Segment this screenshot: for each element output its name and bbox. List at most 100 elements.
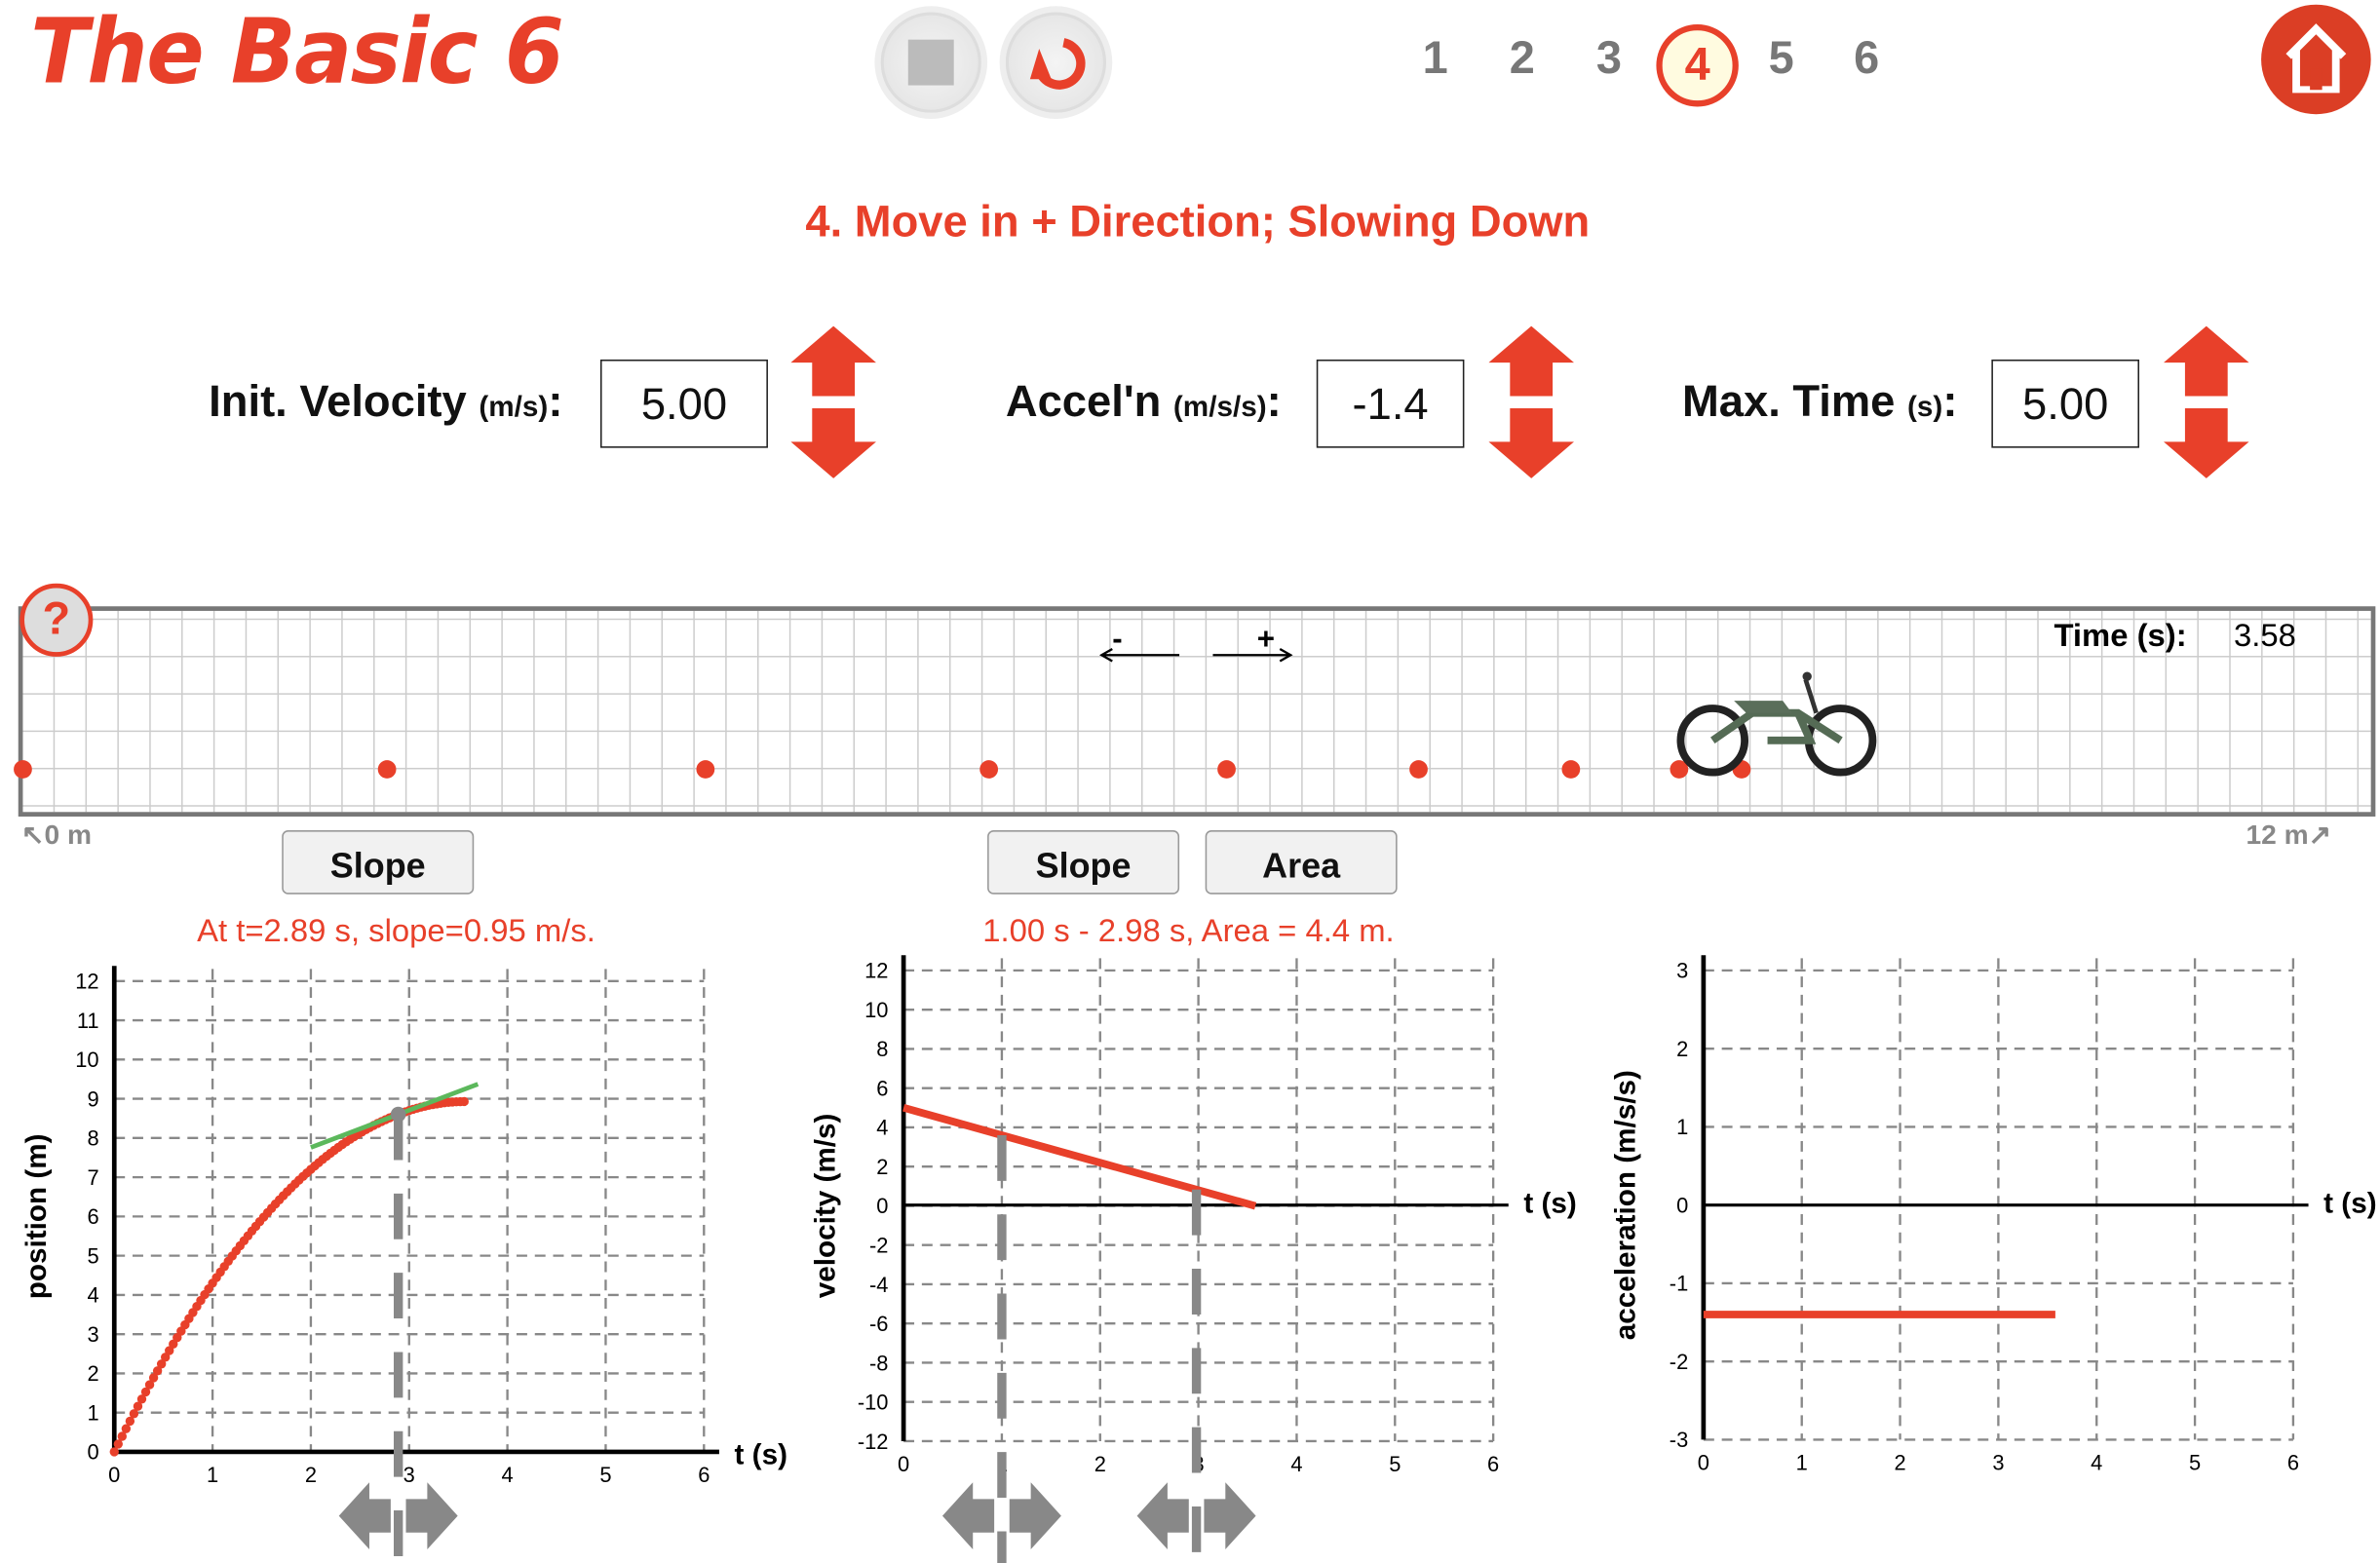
area-button[interactable]: Area [1205, 830, 1398, 895]
position-dot [979, 760, 998, 779]
down-arrow-icon[interactable] [790, 407, 876, 478]
position-dot [1669, 760, 1688, 779]
y-tick-label: 8 [876, 1037, 888, 1061]
up-arrow-icon[interactable] [790, 325, 876, 397]
end-label: 12 m↗ [2246, 820, 2332, 851]
init-velocity-input[interactable]: 5.00 [599, 359, 768, 448]
x-tick-label: 5 [599, 1463, 611, 1487]
motorbike-icon [1676, 671, 1877, 777]
reset-icon [1029, 38, 1086, 90]
unit: (s) [1907, 391, 1943, 424]
y-tick-label: 0 [1676, 1193, 1688, 1217]
y-tick-label: 6 [87, 1204, 98, 1229]
drag-arrows-icon[interactable] [941, 1482, 1061, 1549]
y-tick-label: -12 [858, 1430, 889, 1454]
stop-icon [907, 39, 954, 86]
up-arrow-icon[interactable] [1488, 325, 1574, 397]
data-point [165, 1346, 174, 1355]
init-velocity-stepper[interactable] [787, 325, 879, 478]
plus-sign: + [1257, 625, 1275, 656]
step-6[interactable]: 6 [1854, 33, 1880, 84]
y-tick-label: 12 [864, 959, 888, 983]
up-arrow-icon[interactable] [2164, 325, 2249, 397]
colon: : [1266, 377, 1282, 427]
slope-button-velocity[interactable]: Slope [987, 830, 1180, 895]
x-tick-label: 0 [898, 1452, 909, 1476]
home-button[interactable] [2261, 4, 2371, 115]
slope-button-position[interactable]: Slope [282, 830, 475, 895]
step-1[interactable]: 1 [1422, 33, 1448, 84]
y-tick-label: -6 [869, 1312, 888, 1336]
x-tick-label: 2 [1894, 1451, 1905, 1475]
position-dot [1409, 760, 1429, 779]
page-title: 4. Move in + Direction; Slowing Down [805, 198, 1591, 248]
reset-button[interactable] [1005, 12, 1107, 113]
position-dot [14, 760, 32, 779]
accel-stepper[interactable] [1485, 325, 1577, 478]
x-tick-label: 4 [1290, 1452, 1302, 1476]
drag-arrows-icon[interactable] [338, 1482, 458, 1549]
data-point [148, 1373, 159, 1383]
x-tick-label: 4 [502, 1463, 514, 1487]
label-text: Max. Time [1681, 377, 1896, 427]
stop-button[interactable] [880, 12, 981, 113]
step-4[interactable]: 4 [1656, 24, 1739, 107]
max-time-label: Max. Time (s): [1682, 378, 1957, 429]
accel-input[interactable]: -1.4 [1316, 359, 1465, 448]
down-arrow-icon[interactable] [1488, 407, 1574, 478]
help-button[interactable]: ? [19, 583, 94, 657]
data-point [152, 1366, 163, 1376]
data-point [136, 1394, 147, 1404]
x-tick-label: 0 [108, 1463, 120, 1487]
start-label: ↖0 m [20, 820, 92, 851]
y-tick-label: 4 [87, 1283, 98, 1308]
y-tick-label: -8 [869, 1351, 888, 1375]
y-tick-label: -2 [869, 1234, 888, 1258]
step-5[interactable]: 5 [1768, 33, 1794, 84]
start-text: 0 m [44, 820, 92, 851]
data-point [117, 1431, 128, 1441]
data-point [113, 1439, 123, 1449]
y-axis-label: position (m) [20, 1133, 53, 1299]
time-label: Time (s): [2054, 618, 2187, 654]
data-point [125, 1416, 135, 1427]
data-point [161, 1353, 171, 1362]
data-point [156, 1359, 167, 1369]
y-tick-label: 8 [87, 1126, 98, 1151]
max-time-stepper[interactable] [2161, 325, 2252, 478]
acceleration-chart: -3 -2 -1 0 1 2 3 0 1 2 3 4 5 6 acceleration (m/s/s) t (… [1610, 955, 2377, 1475]
position-dot [696, 760, 715, 779]
velocity-chart: -12-10-8-6-4-20246810120123456velocity (… [810, 955, 1577, 1563]
step-3[interactable]: 3 [1595, 33, 1622, 84]
y-tick-label: 4 [876, 1116, 888, 1140]
step-2[interactable]: 2 [1509, 33, 1535, 84]
marker-handle[interactable] [390, 1106, 406, 1123]
colon: : [548, 377, 563, 427]
label-text: Init. Velocity [209, 377, 467, 427]
x-axis-label: t (s) [1523, 1187, 1576, 1219]
minus-arrow-icon [1098, 647, 1180, 663]
area-readout: 1.00 s - 2.98 s, Area = 4.4 m. [982, 914, 1395, 949]
y-tick-label: 5 [87, 1243, 98, 1268]
data-point [109, 1447, 119, 1457]
data-point [459, 1096, 469, 1107]
y-tick-label: 11 [77, 1009, 99, 1033]
unit: (m/s) [479, 391, 549, 424]
y-tick-label: 3 [87, 1322, 98, 1347]
drag-arrows-icon[interactable] [1136, 1482, 1256, 1549]
x-tick-label: 5 [1389, 1452, 1401, 1476]
colon: : [1942, 377, 1958, 427]
x-tick-label: 6 [2287, 1451, 2299, 1475]
y-tick-label: -3 [1670, 1428, 1688, 1452]
x-tick-label: 0 [1698, 1451, 1709, 1475]
y-tick-label: 3 [1676, 959, 1688, 983]
y-tick-label: 9 [87, 1086, 98, 1111]
down-arrow-icon[interactable] [2164, 407, 2249, 478]
slope-readout: At t=2.89 s, slope=0.95 m/s. [197, 914, 595, 949]
x-tick-label: 1 [1796, 1451, 1808, 1475]
x-tick-label: 1 [207, 1463, 218, 1487]
max-time-input[interactable]: 5.00 [1991, 359, 2140, 448]
x-tick-label: 6 [698, 1463, 710, 1487]
y-tick-label: -1 [1670, 1272, 1688, 1296]
